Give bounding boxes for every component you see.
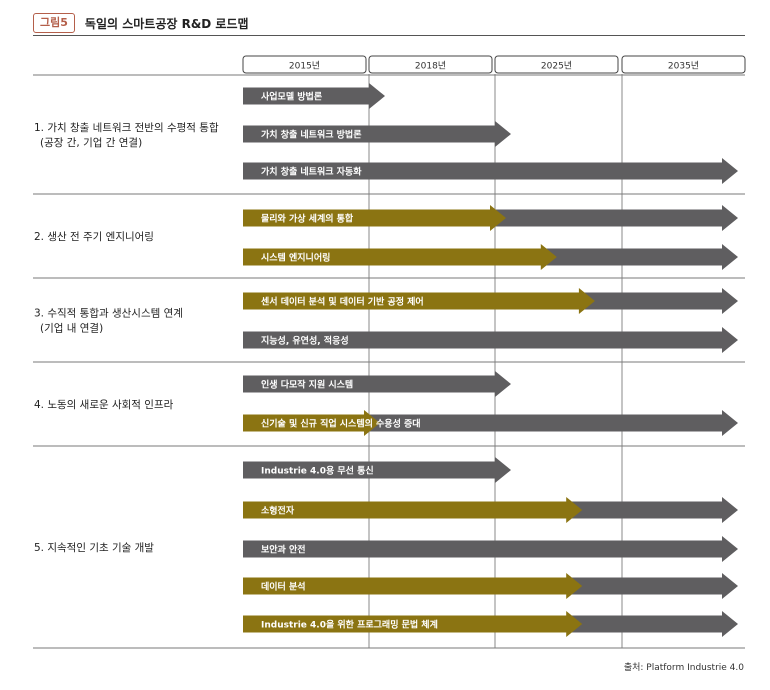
roadmap-item-label: 신기술 및 신규 직업 시스템의 수용성 증대 [261,418,421,430]
roadmap-item-label: 지능성, 유연성, 적응성 [261,335,349,347]
group-label: 2. 생산 전 주기 엔지니어링 [34,231,154,243]
roadmap-item-label: 시스템 엔지니어링 [261,252,330,264]
roadmap-arrow-phase [243,244,557,270]
timeline-box [621,55,746,74]
timeline-box [368,55,493,74]
roadmap-arrow [243,536,738,562]
roadmap-item-label: 데이터 분석 [261,581,306,593]
roadmap-item-label: 사업모델 방법론 [261,91,322,103]
roadmap-item-label: Industrie 4.0을 위한 프로그래밍 문법 체계 [261,619,438,631]
roadmap-arrow-phase [243,497,583,523]
group-label: 5. 지속적인 기초 기술 개발 [34,542,154,554]
roadmap-arrow-phase [243,611,583,637]
roadmap-item-label: 인생 다모작 지원 시스템 [261,379,353,391]
timeline-label: 2015년 [289,61,320,72]
roadmap-arrow [243,83,385,109]
group-label: 4. 노동의 새로운 사회적 인프라 [34,399,174,411]
roadmap-item-label: 가치 창출 네트워크 방법론 [261,129,361,141]
timeline-box [494,55,619,74]
timeline-label: 2018년 [415,61,446,72]
roadmap-item-label: 보안과 안전 [261,544,306,556]
roadmap-arrow [243,457,511,483]
group-label: 3. 수직적 통합과 생산시스템 연계 [34,308,183,320]
roadmap-item-label: Industrie 4.0용 무선 통신 [261,465,374,477]
timeline-box [242,55,367,74]
group-label: (기업 내 연결) [40,322,103,335]
roadmap-arrow-phase [243,288,595,314]
source-note: 출처: Platform Industrie 4.0 [623,663,744,673]
timeline-label: 2025년 [541,61,572,72]
roadmap-item-label: 센서 데이터 분석 및 데이터 기반 공정 제어 [261,296,424,308]
roadmap-arrow [243,327,738,353]
figure-header: 그림5 독일의 스마트공장 R&D 로드맵 [33,12,249,34]
roadmap-arrow [243,158,738,184]
roadmap-arrow-phase [243,573,583,599]
roadmap-arrow-phase [243,205,506,231]
figure-title: 독일의 스마트공장 R&D 로드맵 [84,16,249,31]
group-label: 1. 가치 창출 네트워크 전반의 수평적 통합 [34,121,219,134]
figure-label-badge: 그림5 [33,13,75,33]
roadmap-arrow-phase [243,410,380,436]
roadmap-arrow [243,371,511,397]
roadmap-item-label: 소형전자 [261,505,295,517]
timeline-label: 2035년 [668,61,699,72]
header-rule [33,35,745,36]
roadmap-item-label: 가치 창출 네트워크 자동화 [261,166,362,178]
group-label: (공장 간, 기업 간 연결) [40,136,142,149]
roadmap-arrow [243,121,511,147]
roadmap-item-label: 물리와 가상 세계의 통합 [261,213,354,225]
